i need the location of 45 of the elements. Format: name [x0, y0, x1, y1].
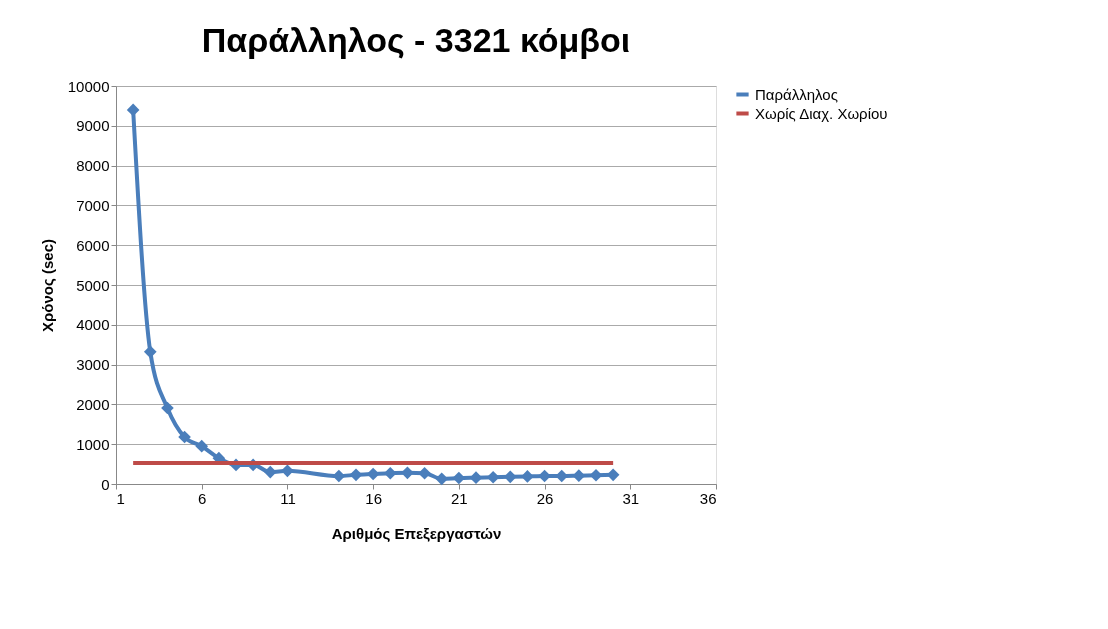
- y-tick-label: 6000: [76, 236, 110, 254]
- x-tick-label: 26: [536, 489, 554, 507]
- point: [349, 468, 363, 482]
- y-tick-label: 9000: [76, 117, 110, 135]
- point: [503, 470, 517, 484]
- y-axis-title: Χρόνος (sec): [38, 239, 56, 332]
- x-tick-label: 1: [116, 489, 125, 507]
- point: [263, 465, 277, 479]
- point: [589, 468, 603, 482]
- point: [281, 464, 294, 478]
- y-tick-label: 0: [101, 475, 110, 493]
- point: [383, 466, 397, 480]
- point: [366, 467, 380, 481]
- legend-label: Χωρίς Διαχ. Χωρίου: [755, 104, 888, 122]
- point: [486, 470, 500, 484]
- point: [178, 430, 191, 444]
- point: [401, 466, 414, 480]
- point: [143, 345, 157, 359]
- point: [195, 439, 209, 453]
- y-tick-label: 1000: [76, 435, 110, 453]
- point: [332, 469, 346, 483]
- x-tick-label: 11: [280, 489, 296, 507]
- legend-label: Παράλληλος: [755, 85, 838, 103]
- x-tick-label: 31: [622, 489, 640, 507]
- x-axis-title: Αριθμός Επεξεργαστών: [331, 524, 502, 542]
- point: [538, 469, 551, 483]
- y-tick-label: 2000: [76, 395, 110, 413]
- y-tick-label: 10000: [67, 77, 110, 95]
- point: [572, 469, 586, 482]
- point: [418, 466, 431, 480]
- y-tick-label: 4000: [76, 316, 110, 334]
- y-tick-label: 5000: [76, 276, 110, 294]
- y-tick-label: 7000: [76, 196, 110, 214]
- x-tick-label: 21: [451, 489, 468, 507]
- x-tick-label: 16: [365, 489, 382, 507]
- point: [126, 103, 140, 117]
- chart-title: Παράλληλος - 3321 κόμβοι: [201, 21, 631, 59]
- y-tick-label: 3000: [76, 356, 110, 374]
- x-tick-label: 6: [198, 489, 207, 507]
- point: [606, 468, 620, 482]
- point: [161, 401, 174, 415]
- point: [435, 472, 449, 486]
- x-tick-label: 36: [699, 489, 717, 507]
- point: [469, 471, 483, 484]
- y-tick-label: 8000: [76, 157, 110, 175]
